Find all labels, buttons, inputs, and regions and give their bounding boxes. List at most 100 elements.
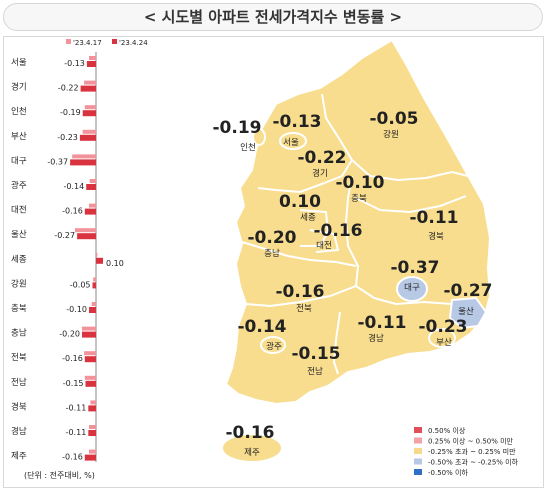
value-label: -0.13 bbox=[64, 59, 85, 68]
bar bbox=[82, 129, 96, 134]
region-name: 충북 bbox=[351, 194, 367, 204]
region-name: 서울 bbox=[283, 138, 299, 148]
bar bbox=[84, 208, 96, 215]
legend-label: '23.4.17 bbox=[73, 39, 102, 47]
map-legend-swatch bbox=[414, 448, 422, 454]
bar bbox=[91, 302, 96, 306]
value-label: -0.37 bbox=[47, 157, 68, 166]
bar bbox=[86, 184, 96, 190]
bar bbox=[86, 61, 96, 67]
region-value: -0.16 bbox=[276, 282, 325, 302]
value-label: -0.11 bbox=[66, 428, 87, 437]
value-label: -0.22 bbox=[58, 84, 79, 93]
busan-area bbox=[428, 328, 456, 348]
value-label: -0.27 bbox=[54, 231, 75, 240]
category-label: 대구 bbox=[11, 156, 27, 166]
category-label: 부산 bbox=[11, 131, 27, 142]
category-label: 경기 bbox=[11, 82, 27, 93]
region-value: -0.37 bbox=[391, 258, 440, 278]
category-label: 충남 bbox=[11, 329, 27, 339]
category-label: 제주 bbox=[11, 452, 27, 462]
bar bbox=[89, 449, 96, 454]
bar bbox=[89, 307, 96, 313]
region-name: 경남 bbox=[368, 333, 384, 344]
bar bbox=[89, 56, 96, 60]
chart-panel bbox=[3, 36, 544, 488]
category-label: 강원 bbox=[11, 278, 27, 289]
legend-swatch bbox=[112, 39, 117, 44]
region-name: 인천 bbox=[240, 142, 256, 153]
legend-label: '23.4.24 bbox=[119, 39, 148, 47]
bar bbox=[89, 203, 96, 208]
category-label: 전남 bbox=[11, 377, 27, 388]
region-name: 경북 bbox=[428, 231, 444, 242]
region-value: -0.11 bbox=[358, 313, 407, 333]
value-label: -0.19 bbox=[60, 108, 81, 117]
category-label: 충북 bbox=[11, 304, 27, 314]
region-name: 제주 bbox=[244, 448, 260, 458]
bar bbox=[93, 277, 96, 282]
region-value: -0.16 bbox=[314, 221, 363, 241]
value-label: -0.05 bbox=[70, 280, 91, 289]
map-legend-swatch bbox=[414, 469, 422, 475]
bar bbox=[88, 405, 96, 412]
category-label: 인천 bbox=[11, 106, 27, 117]
category-label: 서울 bbox=[11, 58, 27, 68]
bar bbox=[79, 134, 96, 141]
ulsan-area bbox=[448, 296, 488, 330]
bar bbox=[77, 233, 96, 240]
chart-title: < 시도별 아파트 전세가격지수 변동률 > bbox=[3, 3, 543, 31]
province-borders bbox=[241, 93, 473, 375]
bar bbox=[88, 430, 96, 436]
category-label: 경남 bbox=[11, 426, 27, 437]
map-legend-label: 0.50% 이상 bbox=[428, 426, 466, 435]
region-value: -0.05 bbox=[370, 109, 419, 129]
bar bbox=[85, 380, 96, 387]
bar bbox=[89, 425, 96, 429]
region-name: 울산 bbox=[458, 306, 474, 317]
region-value: -0.27 bbox=[444, 281, 493, 301]
region-value: -0.23 bbox=[419, 317, 468, 337]
bar bbox=[92, 282, 96, 289]
region-name: 부산 bbox=[436, 337, 452, 348]
region-value: -0.11 bbox=[410, 208, 459, 228]
category-label: 세종 bbox=[11, 255, 27, 265]
bar bbox=[70, 159, 96, 166]
value-label: 0.10 bbox=[106, 259, 124, 268]
bar bbox=[84, 375, 96, 380]
value-label: -0.16 bbox=[62, 207, 83, 216]
incheon-area bbox=[252, 128, 266, 146]
gwangju-area bbox=[260, 336, 286, 354]
bar bbox=[90, 400, 96, 405]
korea-map bbox=[221, 38, 492, 463]
value-label: -0.16 bbox=[62, 354, 83, 363]
bar bbox=[80, 85, 96, 92]
category-label: 울산 bbox=[11, 229, 27, 240]
category-label: 경북 bbox=[11, 401, 27, 412]
region-value: 0.10 bbox=[279, 192, 321, 212]
bar bbox=[82, 326, 96, 331]
map-legend-swatch bbox=[414, 427, 422, 433]
daegu-area bbox=[396, 276, 428, 302]
region-name: 광주 bbox=[266, 341, 282, 352]
bar bbox=[82, 110, 96, 117]
map-legend-swatch bbox=[414, 437, 422, 444]
region-value: -0.22 bbox=[298, 148, 347, 168]
bar bbox=[72, 154, 96, 159]
mainland-shape bbox=[224, 38, 492, 406]
category-label: 전북 bbox=[11, 352, 27, 363]
map-legend-label: 0.25% 이상 ~ 0.50% 미만 bbox=[428, 437, 514, 446]
region-value: -0.19 bbox=[213, 118, 262, 138]
region-name: 전북 bbox=[296, 303, 312, 314]
region-value: -0.14 bbox=[238, 317, 287, 337]
map-legend-label: -0.50% 초과 ~ -0.25% 이하 bbox=[428, 458, 519, 467]
bar-chart: '23.4.17 '23.4.24 서울 -0.13 경기 -0.22 인천 -0.19 부산 -… bbox=[11, 39, 148, 480]
footnote: (단위 : 전주대비, %) bbox=[24, 470, 95, 480]
value-label: -0.23 bbox=[57, 133, 78, 142]
bar bbox=[82, 331, 96, 338]
bar bbox=[84, 80, 96, 85]
region-value: -0.10 bbox=[336, 173, 385, 193]
value-label: -0.11 bbox=[66, 403, 87, 412]
